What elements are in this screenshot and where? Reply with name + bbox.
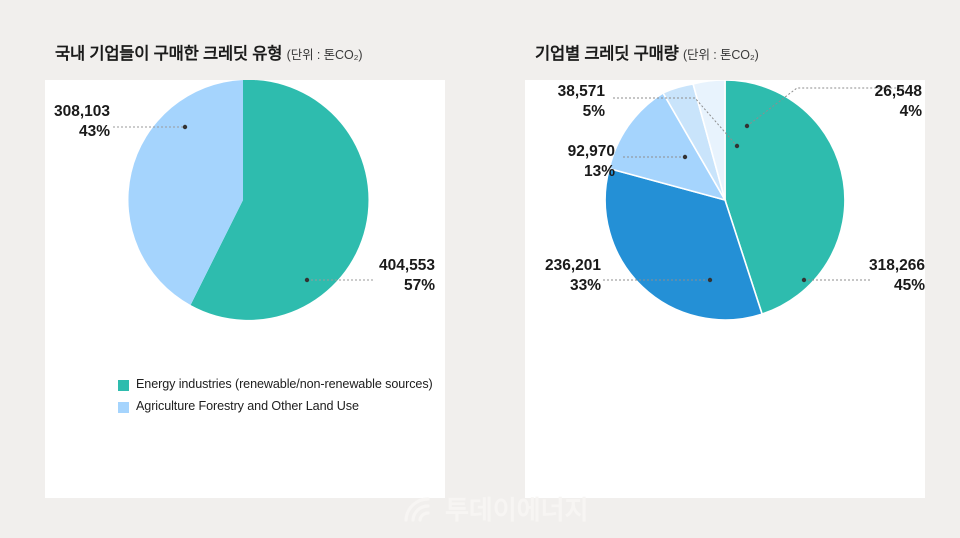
leader-dot-etc [744, 123, 750, 129]
legend-swatch-icon-agriculture-forestry [118, 401, 129, 413]
chart-panel-left: 국내 기업들이 구매한 크레딧 유형 (단위 : 톤CO₂) [45, 40, 448, 498]
leader-lines-left [113, 126, 375, 281]
pie-slice-energy-industries [190, 80, 369, 320]
pie-chart-left: 308,103 43% 404,553 57% [45, 80, 445, 380]
pie-slice-samsung-uk [724, 80, 846, 316]
data-label-sk-incheon: 38,571 5% [500, 82, 605, 122]
leader-dot-agriculture [182, 124, 188, 130]
data-label-sk-incheon-value: 38,571 [557, 83, 605, 100]
data-label-agriculture: 308,103 43% [5, 102, 110, 142]
chart-card-right: 38,571 5% 26,548 4% 92,970 13% 236,201 3… [525, 80, 925, 498]
pie-chart-right: 38,571 5% 26,548 4% 92,970 13% 236,201 3… [525, 80, 925, 380]
leader-lines-right [603, 87, 905, 281]
data-label-gs-energy-percent: 33% [569, 276, 601, 294]
chart-title-right-text: 기업별 크레딧 구매량 [535, 45, 679, 63]
legend-item-energy-industries[interactable]: Energy industries (renewable/non-renewab… [118, 376, 448, 393]
data-label-samsung-percent: 45% [893, 276, 925, 294]
data-label-energy: 404,553 57% [330, 256, 435, 296]
legend-label-energy-industries: Energy industries (renewable/non-renewab… [136, 377, 433, 391]
chart-card-left: 308,103 43% 404,553 57% [45, 80, 445, 498]
leader-dot-samsung [801, 277, 807, 283]
data-label-etc-value: 26,548 [874, 83, 922, 100]
data-label-agriculture-value: 308,103 [53, 103, 110, 120]
pie-left-svg [113, 80, 375, 320]
data-label-energy-value: 404,553 [378, 257, 435, 274]
chart-panel-right: 기업별 크레딧 구매량 (단위 : 톤CO₂) [480, 0, 960, 538]
legend-item-agriculture-forestry[interactable]: Agriculture Forestry and Other Land Use [118, 398, 448, 415]
legend-label-agriculture-forestry: Agriculture Forestry and Other Land Use [136, 399, 359, 414]
pie-slice-gs-energy-trading-singapore [604, 167, 764, 321]
data-label-gs-energy-value: 236,201 [544, 257, 601, 274]
leader-dot-hanwha [682, 154, 688, 160]
data-label-agriculture-percent: 43% [78, 122, 110, 140]
pie-slice-hanwha-energy-retail-australia [608, 91, 727, 202]
page-title-left: 국내 기업들이 구매한 크레딧 유형 (단위 : 톤CO₂) [55, 40, 363, 64]
chart-unit-left: (단위 : 톤CO₂) [286, 48, 363, 62]
data-label-sk-incheon-percent: 5% [582, 102, 605, 120]
page-title-right: 기업별 크레딧 구매량 (단위 : 톤CO₂) [535, 40, 759, 64]
data-label-samsung-value: 318,266 [868, 257, 925, 274]
chart-unit-right: (단위 : 톤CO₂) [682, 48, 759, 62]
legend-swatch-icon-energy-industries [118, 379, 129, 391]
data-label-hanwha-percent: 13% [583, 162, 615, 180]
legend-left: Energy industries (renewable/non-renewab… [118, 376, 448, 421]
pie-right-svg [603, 80, 905, 321]
data-label-hanwha-value: 92,970 [567, 143, 615, 160]
data-label-etc: 26,548 4% [817, 82, 922, 122]
leader-dot-gs-energy [707, 277, 713, 283]
data-label-samsung: 318,266 45% [817, 256, 925, 296]
pie-slice-etc [692, 80, 726, 201]
pie-slice-agriculture-forestry [128, 80, 243, 305]
chart-title-left-text: 국내 기업들이 구매한 크레딧 유형 [55, 45, 283, 63]
data-label-etc-percent: 4% [899, 102, 922, 120]
leader-dot-energy [304, 277, 310, 283]
leader-dot-sk-incheon [734, 143, 740, 149]
data-label-gs-energy: 236,201 33% [485, 256, 601, 296]
data-label-hanwha: 92,970 13% [510, 142, 615, 182]
data-label-energy-percent: 57% [403, 276, 435, 294]
